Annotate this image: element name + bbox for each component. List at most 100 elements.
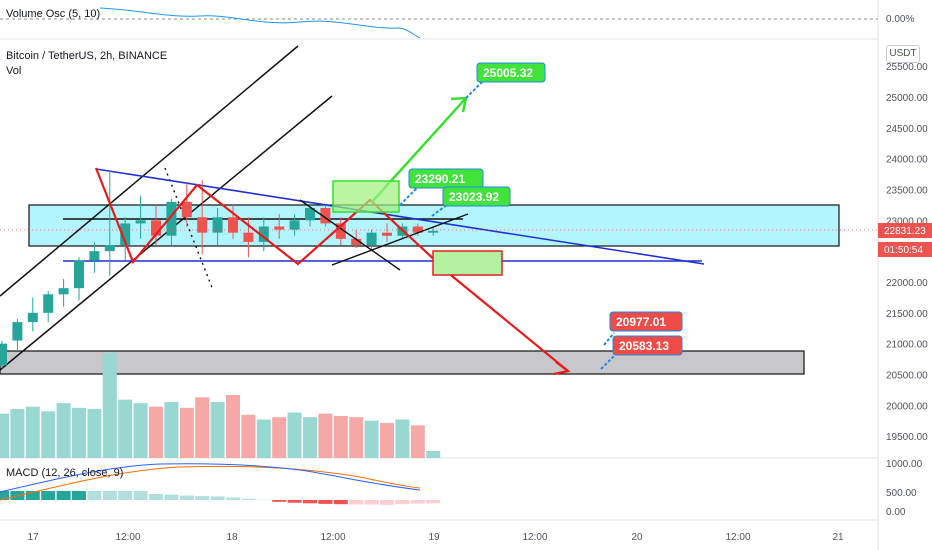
zigzag-arrowhead [553,361,571,376]
macd-histogram-bar [118,491,133,500]
macd-histogram-bar [72,491,86,500]
currency-button[interactable]: USDT [886,45,920,63]
triangle-line-a [299,199,401,271]
macd-tick-label: 0.00 [886,507,906,518]
macd-histogram-bar [87,491,102,500]
volume-bar [303,417,317,458]
time-tick-label: 12:00 [725,532,750,543]
candle-body [289,220,300,230]
tag-pointer [465,81,483,99]
candle-body [104,245,115,252]
macd-tick-label: 1000.00 [886,459,923,470]
candle-body [89,251,100,261]
macd-histogram-bar [303,500,317,504]
volume-bar [56,403,71,458]
tag-20977-bg [609,311,683,332]
channel-line-lower [0,95,333,371]
dotted-trend-line [164,167,214,291]
candle-body [382,232,392,236]
macd-histogram-bar [287,500,302,503]
volume-bar [149,406,163,458]
candle-body [243,232,254,242]
macd-histogram-bar [25,491,40,500]
volume-bar [395,419,410,458]
volume-bar [41,411,56,458]
macd-histogram-bar [41,491,56,500]
macd-histogram-bar [210,496,225,500]
macd-histogram-bar [164,494,179,500]
macd-histogram-bar [333,500,348,505]
price-tick-label: 24500.00 [886,124,928,135]
price-tick-label: 19500.00 [886,432,928,443]
price-tick-label: 25000.00 [886,93,928,104]
bullish-target-box [332,180,400,213]
volume-bar [241,414,256,458]
time-tick-label: 18 [226,532,238,543]
candle-body [12,322,23,341]
candle-body [305,208,315,221]
candle-body [351,238,362,245]
volume-bar [380,423,394,458]
macd-histogram-bar [272,500,287,502]
price-tick-label: 24000.00 [886,155,928,166]
volume-bar [426,451,441,458]
tag-25005-bg [476,62,546,83]
candle-body [135,220,146,224]
candle-body [212,217,223,233]
candle-body [412,226,423,233]
macd-histogram-bar [318,500,333,504]
volume-bar [256,419,271,458]
volume-bar [25,406,40,458]
macd-histogram-bar [56,491,71,500]
volume-bar [118,399,133,458]
macd-histogram-bar [195,496,210,500]
macd-tick-label: 500.00 [886,488,917,499]
price-tick-label: 25500.00 [886,62,928,73]
zigzag-projection [94,167,569,372]
candle-body [197,217,208,233]
candle-body [320,208,331,224]
candle-body [120,223,131,245]
macd-histogram-bar [395,500,410,505]
price-tick-label: 22000.00 [886,278,928,289]
volume-osc-line [99,7,421,39]
candle-body [58,288,69,295]
support-zone [0,350,805,375]
macd-histogram-bar [179,495,194,500]
volume-bar [179,407,194,458]
volume-bar [349,417,364,458]
volume-osc-label: Volume Osc (5, 10) [6,8,101,20]
main-chart-title: Bitcoin / TetherUS, 2h, BINANCE [6,50,168,62]
candle-body [43,294,54,313]
macd-histogram-bar [349,500,364,505]
volume-bar [226,395,240,458]
macd-signal-line [0,465,421,501]
tag-20583-bg [612,335,683,356]
price-tick-label: 20500.00 [886,371,928,382]
macd-label: MACD (12, 26, close, 9) [6,467,124,479]
candle-body [0,343,7,366]
candle-body [181,201,192,218]
candle-body [166,201,177,236]
candle-body [258,226,269,242]
candle-body [366,232,377,245]
macd-histogram-bar [364,500,379,505]
candle-body [74,260,84,289]
macd-histogram-bar [426,500,441,504]
time-tick-label: 12:00 [522,532,547,543]
macd-line [0,463,421,493]
tag-pointer [600,355,615,370]
macd-histogram-bar [0,491,9,500]
tag-23290: 23290.21 [415,172,465,186]
volume-bar [0,413,9,458]
current-price-text: 22831.23 [884,226,926,237]
volume-bar [87,409,102,458]
candle-body [274,226,285,230]
price-tick-label: 21000.00 [886,340,928,351]
price-tick-label: 21500.00 [886,309,928,320]
price-tick-label: 23000.00 [886,216,928,227]
macd-histogram-bar [102,491,117,500]
countdown-badge [878,242,932,257]
time-tick-label: 19 [428,532,440,543]
